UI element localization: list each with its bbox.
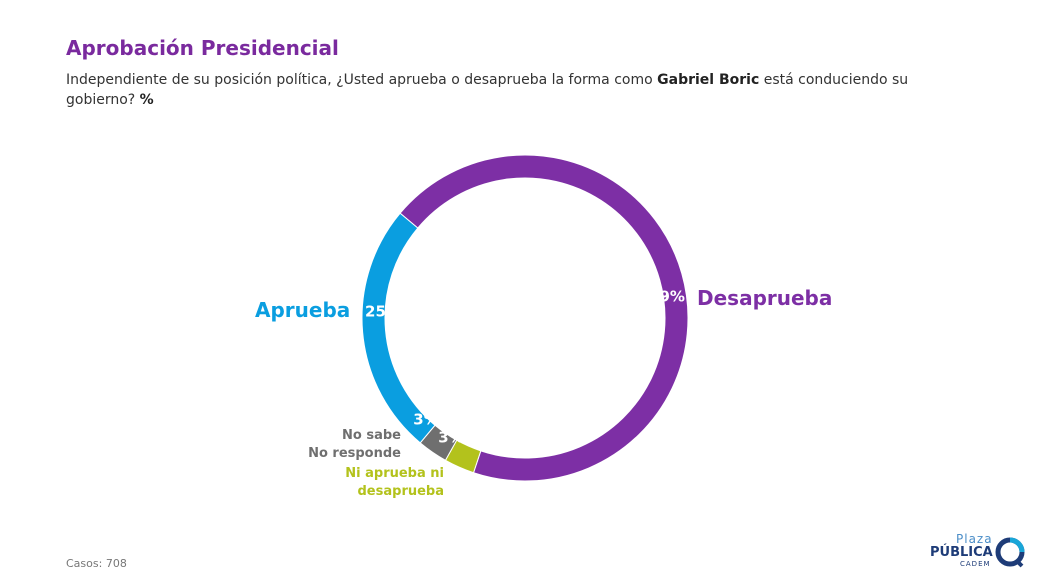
chart-title: Aprobación Presidencial bbox=[66, 36, 339, 60]
label-no-responde: No responde bbox=[308, 446, 401, 461]
plaza-publica-cadem-logo: Plaza PÚBLICA CADEM bbox=[930, 532, 1030, 572]
label-desaprueba: Desaprueba bbox=[697, 286, 833, 310]
subtitle-unit: % bbox=[139, 92, 154, 108]
data-label-desaprueba: 69% bbox=[649, 288, 685, 306]
data-label-aprueba: 25% bbox=[365, 303, 401, 321]
label-ni-aprueba: Ni aprueba ni bbox=[345, 466, 444, 481]
subtitle-text-end: está conduciendo su gobierno? bbox=[66, 72, 909, 108]
chart-subtitle: Independiente de su posición política, ¿… bbox=[66, 70, 976, 110]
donut-slice-aprueba bbox=[361, 212, 436, 444]
label-ni-desaprueba: desaprueba bbox=[357, 484, 445, 499]
logo-mark-icon bbox=[995, 537, 1025, 568]
subtitle-bold-name: Gabriel Boric bbox=[657, 72, 760, 88]
label-no-sabe: No sabe bbox=[342, 428, 401, 443]
label-ni-aprueba-ni-desaprueba: Ni aprueba ni desaprueba bbox=[320, 465, 444, 501]
label-no-sabe-no-responde: No sabe No responde bbox=[290, 427, 401, 463]
donut-slice-desaprueba bbox=[399, 154, 689, 482]
logo-cadem: CADEM bbox=[960, 560, 991, 568]
subtitle-text: Independiente de su posición política, ¿… bbox=[66, 72, 658, 88]
data-label-ni-aprueba-ni-desaprueba: 3% bbox=[438, 429, 463, 447]
data-label-no-sabe-no-responde: 3% bbox=[413, 411, 438, 429]
logo-plaza: Plaza bbox=[956, 532, 993, 546]
label-aprueba: Aprueba bbox=[255, 298, 351, 322]
sample-size-note: Casos: 708 bbox=[66, 557, 127, 570]
logo-publica: PÚBLICA bbox=[930, 545, 993, 560]
